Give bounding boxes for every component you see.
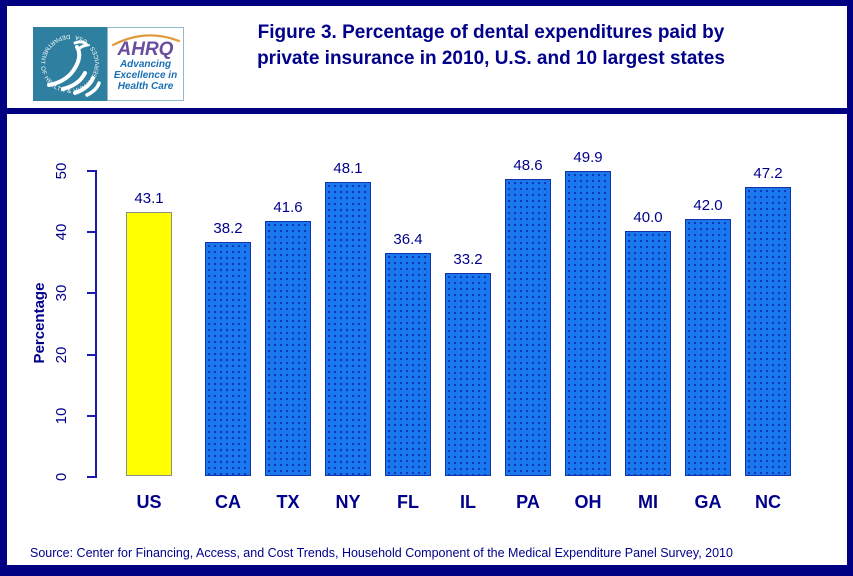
bar-value-label-tx: 41.6	[273, 199, 303, 216]
x-axis-label-tx: TX	[276, 492, 300, 512]
bar-pa	[505, 179, 551, 476]
y-axis-tick	[87, 353, 95, 356]
bar-value-label-fl: 36.4	[393, 231, 423, 248]
ahrq-tagline-line1: Advancing	[119, 59, 172, 70]
bar-fl	[385, 253, 431, 476]
x-axis-label-ny: NY	[335, 492, 361, 512]
source-note: Source: Center for Financing, Access, an…	[30, 546, 733, 560]
bar-value-label-ny: 48.1	[333, 160, 363, 177]
x-axis-label-nc: NC	[755, 492, 781, 512]
bar-ga	[685, 219, 731, 476]
bar-oh	[565, 171, 611, 476]
hhs-seal-icon: DEPARTMENT OF HEALTH & HUMAN SERVICES • …	[33, 27, 107, 101]
bar-value-label-mi: 40.0	[633, 209, 663, 226]
ahrq-tagline-line2: Excellence in	[113, 70, 178, 81]
x-axis-label-ga: GA	[694, 492, 722, 512]
y-axis-tick-label: 30	[53, 285, 70, 302]
x-axis-label-mi: MI	[638, 492, 658, 512]
ahrq-logo: DEPARTMENT OF HEALTH & HUMAN SERVICES • …	[33, 27, 184, 101]
bar-value-label-ga: 42.0	[693, 197, 723, 214]
bar-us	[126, 212, 172, 476]
figure-title-line1: Figure 3. Percentage of dental expenditu…	[257, 22, 725, 43]
y-axis-tick-label: 20	[53, 346, 70, 363]
header-divider	[7, 108, 847, 114]
bar-nc	[745, 187, 791, 476]
bar-value-label-oh: 49.9	[573, 149, 603, 166]
bar-value-label-ca: 38.2	[213, 220, 243, 237]
y-axis-tick-label: 40	[53, 223, 70, 241]
bar-il	[445, 273, 491, 476]
x-axis-label-oh: OH	[574, 492, 602, 512]
y-axis-tick	[87, 476, 95, 478]
x-axis-label-pa: PA	[516, 492, 540, 512]
bar-value-label-il: 33.2	[453, 251, 483, 268]
y-axis-tick	[87, 231, 95, 234]
ahrq-logo-text-box: AHRQ Advancing Excellence in Health Care	[107, 27, 184, 101]
bar-ny	[325, 182, 371, 476]
y-axis-tick-label: 0	[53, 472, 70, 482]
figure-title: Figure 3. Percentage of dental expenditu…	[191, 20, 791, 72]
bar-value-label-pa: 48.6	[513, 157, 543, 174]
ahrq-tagline-line3: Health Care	[117, 81, 174, 92]
y-axis-tick-label: 10	[53, 407, 70, 425]
y-axis-tick	[87, 170, 95, 172]
bar-mi	[625, 231, 671, 476]
y-axis-line	[95, 170, 97, 478]
y-axis-tick	[87, 414, 95, 417]
x-axis-label-fl: FL	[397, 492, 419, 512]
y-axis-tick-label: 50	[53, 162, 70, 180]
figure-title-line2: private insurance in 2010, U.S. and 10 l…	[257, 48, 725, 69]
ahrq-arc-icon	[111, 34, 181, 46]
y-axis-tick	[87, 292, 95, 295]
bar-value-label-us: 43.1	[134, 190, 164, 207]
x-axis-label-il: IL	[460, 492, 476, 512]
x-axis-label-us: US	[136, 492, 162, 512]
bar-value-label-nc: 47.2	[753, 165, 783, 182]
bar-tx	[265, 221, 311, 476]
ahrq-wordmark: AHRQ	[117, 39, 174, 60]
bar-ca	[205, 242, 251, 476]
y-axis-title: Percentage	[31, 282, 48, 364]
bar-chart: Percentage 0 10 20 30 40 50 43.1 US 38.2 CA 41.6 TX…	[7, 6, 847, 565]
x-axis-label-ca: CA	[215, 492, 241, 512]
